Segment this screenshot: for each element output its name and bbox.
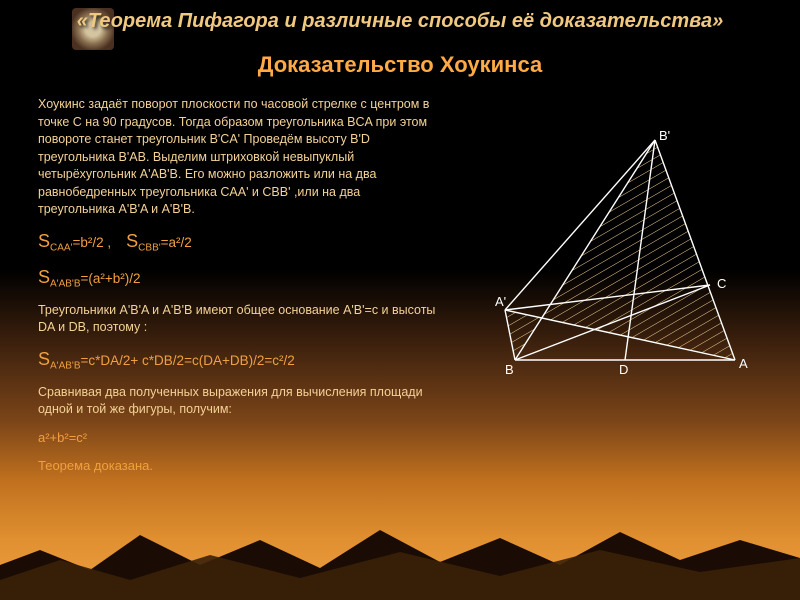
slide-subtitle: Доказательство Хоукинса [0,52,800,78]
label-Aprime: A' [495,294,506,309]
mid-paragraph: Треугольники A'B'A и A'B'B имеют общее о… [38,302,438,337]
label-C: C [717,276,726,291]
slide-header: «Теорема Пифагора и различные способы её… [0,10,800,33]
body-content: Хоукинс задаёт поворот плоскости по часо… [38,96,438,485]
slide-root: «Теорема Пифагора и различные способы её… [0,0,800,600]
result-formula: a²+b²=c² [38,429,438,447]
label-D: D [619,362,628,377]
hatched-quad [505,140,735,360]
compare-paragraph: Сравнивая два полученных выражения для в… [38,384,438,419]
title-text: «Теорема Пифагора и различные способы её… [77,10,723,32]
proven-text: Теорема доказана. [38,457,438,475]
formula-1: SCAA'=b²/2 , SCBB'=a²/2 [38,229,438,256]
mountain-silhouette [0,510,800,600]
intro-paragraph: Хоукинс задаёт поворот плоскости по часо… [38,96,438,219]
formula-2: SA'AB'B=(a²+b²)/2 [38,265,438,292]
label-A: A [739,356,748,371]
label-Bprime: B' [659,130,670,143]
formula-3: SA'AB'B=c*DA/2+ c*DB/2=c(DA+DB)/2=c²/2 [38,347,438,374]
geometry-diagram: B' A D B A' C [495,130,755,400]
label-B: B [505,362,514,377]
